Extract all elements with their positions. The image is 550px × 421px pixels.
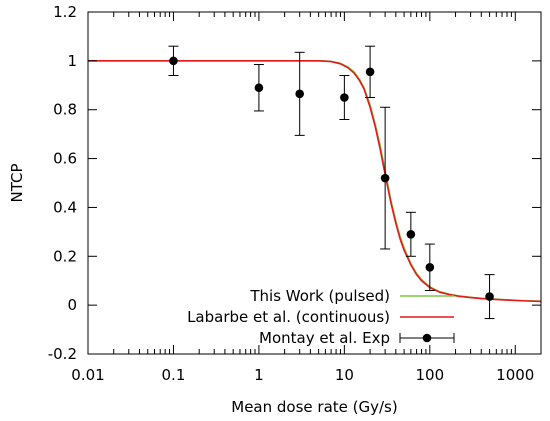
y-axis-title: NTCP xyxy=(8,163,26,202)
series-curves xyxy=(88,60,542,303)
x-tick-label: 1 xyxy=(254,366,264,384)
data-point xyxy=(406,230,416,239)
y-tick-label: 0.6 xyxy=(53,150,77,168)
y-tick-label: 0 xyxy=(67,296,77,314)
x-axis-title: Mean dose rate (Gy/s) xyxy=(231,398,397,416)
series-line xyxy=(88,60,542,303)
x-tick-label: 10 xyxy=(335,366,354,384)
data-point xyxy=(295,89,304,99)
x-tick-label: 0.1 xyxy=(162,366,186,384)
y-tick-label: -0.2 xyxy=(48,345,77,363)
series-line xyxy=(88,60,542,303)
plot-frame xyxy=(87,11,542,355)
legend-label: Labarbe et al. (continuous) xyxy=(187,308,390,326)
data-point xyxy=(425,262,435,272)
y-tick-labels: -0.2 0 0.2 0.4 0.6 0.8 1 1.2 xyxy=(48,3,77,363)
x-tick-label: 0.01 xyxy=(71,366,104,384)
data-point xyxy=(254,83,264,93)
x-tick-label: 1000 xyxy=(496,366,534,384)
x-tick-labels: 0.01 0.1 1 10 100 1000 xyxy=(71,366,534,384)
y-tick-label: 0.4 xyxy=(53,198,77,216)
y-tick-label: 1 xyxy=(67,52,77,70)
y-tick-label: 1.2 xyxy=(53,3,77,21)
data-point xyxy=(340,93,349,102)
x-tick-label: 100 xyxy=(416,366,445,384)
data-point xyxy=(169,56,178,66)
axis-ticks xyxy=(87,11,542,355)
data-point xyxy=(365,67,375,77)
y-tick-label: 0.2 xyxy=(53,247,77,265)
legend-point-swatch xyxy=(422,333,432,343)
y-tick-label: 0.8 xyxy=(53,101,77,119)
legend-label: Montay et al. Exp xyxy=(259,329,390,347)
legend-label: This Work (pulsed) xyxy=(249,287,390,305)
series-points xyxy=(168,45,495,320)
legend: This Work (pulsed) Labarbe et al. (contin… xyxy=(187,287,455,347)
data-point xyxy=(485,292,494,301)
data-point xyxy=(380,173,390,183)
